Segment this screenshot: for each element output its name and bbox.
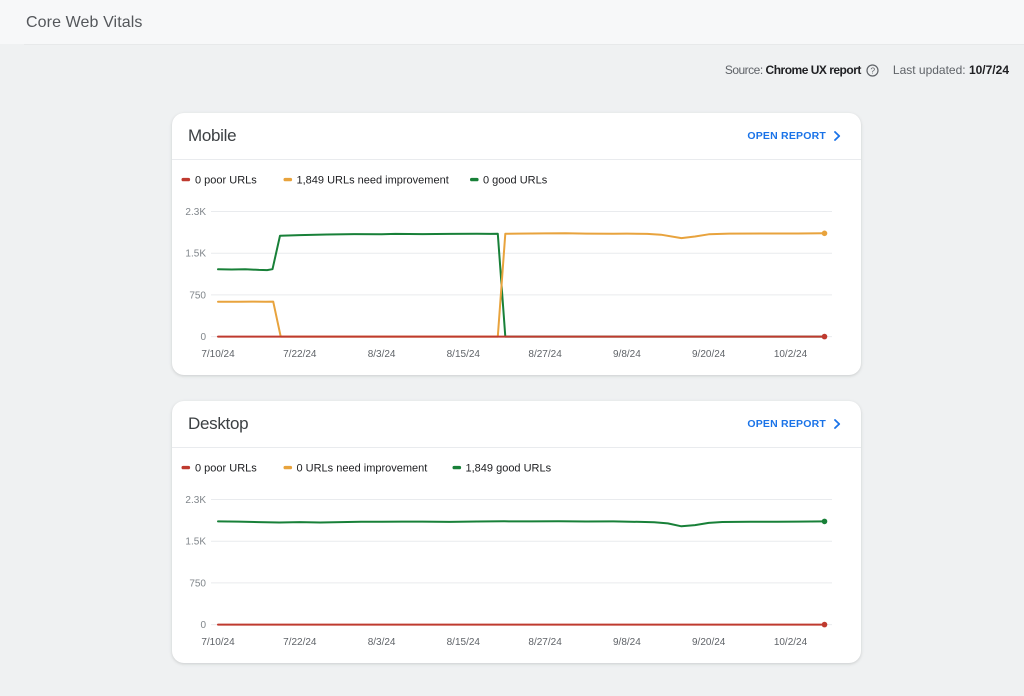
svg-text:7/22/24: 7/22/24: [283, 637, 317, 648]
svg-text:0 poor URLs: 0 poor URLs: [195, 462, 257, 474]
svg-text:7/10/24: 7/10/24: [201, 349, 235, 360]
svg-text:0 poor URLs: 0 poor URLs: [195, 174, 257, 186]
svg-text:0 good URLs: 0 good URLs: [483, 174, 548, 186]
svg-text:1,849 URLs need improvement: 1,849 URLs need improvement: [297, 174, 449, 186]
svg-text:8/27/24: 8/27/24: [528, 349, 562, 360]
svg-text:0: 0: [200, 332, 206, 343]
svg-text:0: 0: [200, 620, 206, 631]
svg-text:7/22/24: 7/22/24: [283, 349, 317, 360]
svg-text:8/3/24: 8/3/24: [368, 349, 396, 360]
svg-text:2.3K: 2.3K: [185, 495, 206, 506]
svg-text:9/20/24: 9/20/24: [692, 637, 726, 648]
svg-text:8/15/24: 8/15/24: [447, 637, 481, 648]
svg-text:2.3K: 2.3K: [185, 207, 206, 218]
svg-text:10/2/24: 10/2/24: [774, 637, 808, 648]
svg-text:9/8/24: 9/8/24: [613, 637, 641, 648]
svg-text:8/15/24: 8/15/24: [447, 349, 481, 360]
svg-text:9/20/24: 9/20/24: [692, 349, 726, 360]
svg-text:1,849 good URLs: 1,849 good URLs: [466, 462, 552, 474]
svg-text:1.5K: 1.5K: [185, 537, 206, 548]
svg-text:9/8/24: 9/8/24: [613, 349, 641, 360]
svg-text:7/10/24: 7/10/24: [201, 637, 235, 648]
svg-text:?: ?: [870, 65, 875, 75]
svg-text:10/2/24: 10/2/24: [774, 349, 808, 360]
svg-text:0 URLs need improvement: 0 URLs need improvement: [297, 462, 428, 474]
svg-text:8/27/24: 8/27/24: [528, 637, 562, 648]
svg-text:8/3/24: 8/3/24: [368, 637, 396, 648]
svg-text:1.5K: 1.5K: [185, 249, 206, 260]
svg-text:750: 750: [189, 578, 206, 589]
svg-text:750: 750: [189, 290, 206, 301]
